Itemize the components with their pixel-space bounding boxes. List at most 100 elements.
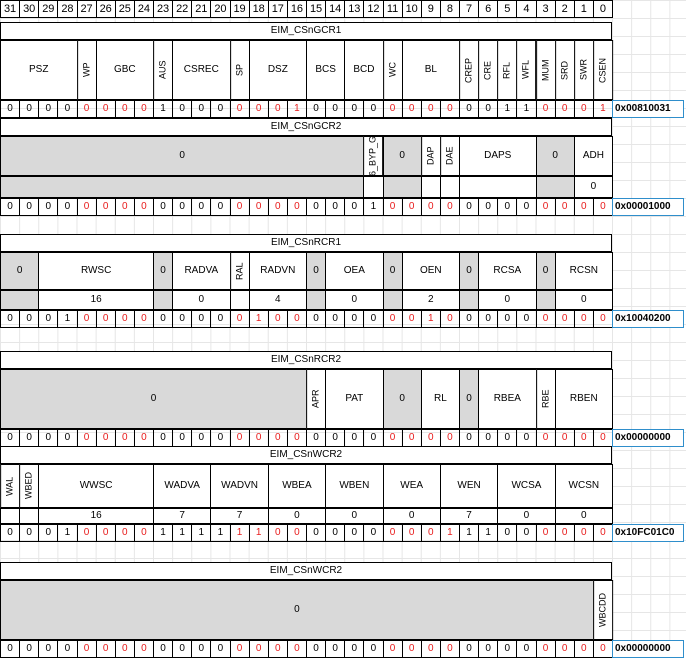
bit-value-cell[interactable]: 0	[401, 524, 422, 542]
bit-value-cell[interactable]: 0	[286, 198, 307, 216]
bit-value-cell[interactable]: 0	[0, 100, 21, 118]
bit-value-cell[interactable]: 0	[114, 429, 135, 447]
bit-value-cell[interactable]: 1	[516, 100, 537, 118]
register-title[interactable]: EIM_CSnWCR2	[0, 562, 612, 580]
field-name-cell[interactable]: BL	[401, 40, 460, 100]
field-value-cell[interactable]	[382, 290, 403, 310]
bit-value-cell[interactable]: 0	[478, 429, 499, 447]
bit-number-header[interactable]: 15	[306, 0, 327, 18]
bit-value-cell[interactable]: 0	[267, 524, 288, 542]
field-name-cell[interactable]: SWR	[573, 40, 594, 100]
register-title[interactable]: EIM_CSnRCR1	[0, 234, 612, 252]
bit-value-cell[interactable]: 0	[57, 100, 78, 118]
field-name-cell[interactable]: CSREC	[172, 40, 231, 100]
bit-value-cell[interactable]: 0	[172, 310, 193, 328]
bit-value-cell[interactable]: 0	[76, 524, 97, 542]
bit-value-cell[interactable]: 0	[153, 198, 174, 216]
bit-number-header[interactable]: 20	[210, 0, 231, 18]
bit-number-header[interactable]: 17	[267, 0, 288, 18]
bit-value-cell[interactable]: 0	[210, 198, 231, 216]
bit-value-cell[interactable]: 0	[420, 100, 441, 118]
bit-value-cell[interactable]: 0	[325, 524, 346, 542]
field-name-cell[interactable]: SP	[229, 40, 250, 100]
field-name-cell[interactable]: OEA	[325, 252, 384, 290]
bit-value-cell[interactable]: 0	[267, 310, 288, 328]
field-name-cell[interactable]: WADVN	[210, 464, 269, 508]
field-name-cell[interactable]: WBED	[19, 464, 40, 508]
bit-value-cell[interactable]: 0	[114, 100, 135, 118]
bit-value-cell[interactable]: 1	[286, 100, 307, 118]
bit-value-cell[interactable]: 0	[267, 198, 288, 216]
bit-value-cell[interactable]: 0	[153, 429, 174, 447]
bit-number-header[interactable]: 9	[420, 0, 441, 18]
bit-value-cell[interactable]: 0	[19, 524, 40, 542]
bit-number-header[interactable]: 7	[459, 0, 480, 18]
bit-value-cell[interactable]: 0	[497, 310, 518, 328]
field-value-cell[interactable]: 0	[478, 290, 537, 310]
field-name-cell[interactable]: WC	[382, 40, 403, 100]
bit-number-header[interactable]: 19	[229, 0, 250, 18]
bit-value-cell[interactable]: 0	[535, 429, 556, 447]
bit-value-cell[interactable]: 0	[19, 100, 40, 118]
register-hex-value[interactable]: 0x10040200	[612, 310, 684, 328]
bit-value-cell[interactable]: 0	[439, 310, 460, 328]
field-name-cell[interactable]: DAE	[439, 136, 460, 176]
field-name-cell[interactable]: OEN	[401, 252, 460, 290]
bit-value-cell[interactable]: 0	[382, 429, 403, 447]
bit-value-cell[interactable]: 0	[133, 198, 154, 216]
field-name-cell[interactable]: RCSN	[554, 252, 613, 290]
bit-value-cell[interactable]: 0	[363, 310, 384, 328]
field-name-cell[interactable]: CSEN	[592, 40, 613, 100]
register-title[interactable]: EIM_CSnRCR2	[0, 351, 612, 369]
bit-value-cell[interactable]: 1	[459, 524, 480, 542]
bit-number-header[interactable]: 14	[325, 0, 346, 18]
bit-number-header[interactable]: 29	[38, 0, 59, 18]
field-value-cell[interactable]: 0	[325, 508, 384, 524]
bit-value-cell[interactable]: 0	[76, 429, 97, 447]
field-name-cell[interactable]: CREP	[459, 40, 480, 100]
bit-value-cell[interactable]: 0	[229, 100, 250, 118]
bit-value-cell[interactable]: 0	[19, 198, 40, 216]
field-value-cell[interactable]	[420, 176, 441, 198]
field-name-cell[interactable]: 0	[382, 369, 422, 429]
bit-value-cell[interactable]: 0	[516, 198, 537, 216]
bit-number-header[interactable]: 16	[286, 0, 307, 18]
field-name-cell[interactable]: DAP	[420, 136, 441, 176]
bit-value-cell[interactable]: 0	[401, 310, 422, 328]
bit-value-cell[interactable]: 0	[363, 524, 384, 542]
bit-value-cell[interactable]: 1	[153, 524, 174, 542]
field-name-cell[interactable]: RFL	[497, 40, 518, 100]
bit-number-header[interactable]: 13	[344, 0, 365, 18]
register-hex-value[interactable]: 0x10FC01C0	[612, 524, 684, 542]
field-name-cell[interactable]: DAPS	[459, 136, 537, 176]
bit-value-cell[interactable]: 0	[95, 310, 116, 328]
field-name-cell[interactable]: 0	[0, 252, 40, 290]
bit-value-cell[interactable]: 0	[172, 429, 193, 447]
field-name-cell[interactable]: 0	[382, 252, 403, 290]
bit-value-cell[interactable]: 0	[57, 198, 78, 216]
bit-value-cell[interactable]: 1	[229, 524, 250, 542]
bit-value-cell[interactable]: 0	[459, 100, 480, 118]
field-name-cell[interactable]: WEA	[382, 464, 441, 508]
field-name-cell[interactable]: AUS	[153, 40, 174, 100]
bit-value-cell[interactable]: 0	[344, 429, 365, 447]
bit-number-header[interactable]: 10	[401, 0, 422, 18]
register-title[interactable]: EIM_CSnGCR2	[0, 118, 612, 136]
bit-value-cell[interactable]: 0	[592, 198, 613, 216]
bit-value-cell[interactable]: 1	[592, 100, 613, 118]
field-value-cell[interactable]: 0	[172, 290, 231, 310]
bit-number-header[interactable]: 21	[191, 0, 212, 18]
bit-value-cell[interactable]: 0	[133, 100, 154, 118]
bit-value-cell[interactable]: 0	[114, 198, 135, 216]
bit-value-cell[interactable]: 1	[439, 524, 460, 542]
bit-value-cell[interactable]: 0	[516, 524, 537, 542]
field-name-cell[interactable]: RBEN	[554, 369, 613, 429]
bit-value-cell[interactable]: 0	[306, 310, 327, 328]
field-name-cell[interactable]: APR	[306, 369, 327, 429]
register-title[interactable]: EIM_CSnWCR2	[0, 446, 612, 464]
bit-value-cell[interactable]: 0	[286, 310, 307, 328]
field-value-cell[interactable]: 0	[554, 508, 613, 524]
bit-value-cell[interactable]: 0	[592, 310, 613, 328]
bit-value-cell[interactable]: 0	[439, 198, 460, 216]
field-name-cell[interactable]: MUM	[535, 40, 556, 100]
